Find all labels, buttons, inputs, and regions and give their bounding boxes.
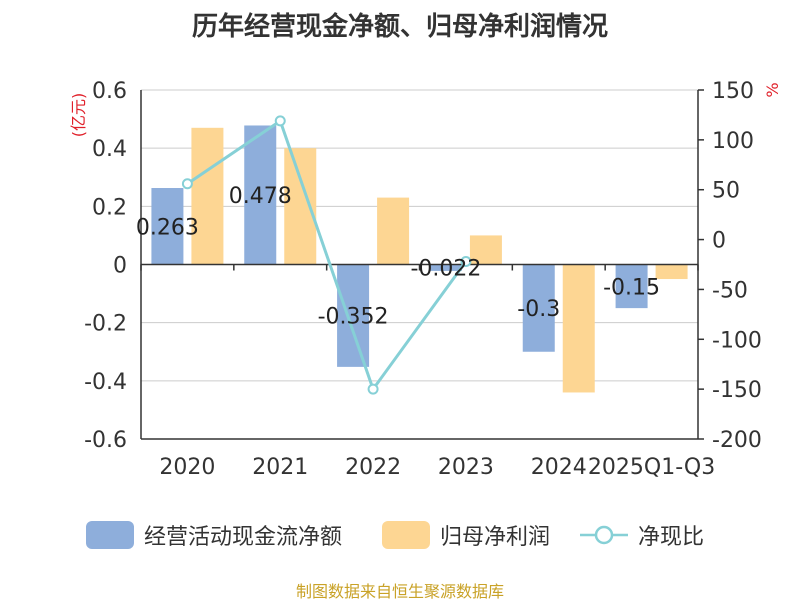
legend-label-cashflow: 经营活动现金流净额 [144,525,343,550]
profit-bar [377,197,410,265]
cashflow-data-label: -0.15 [603,275,660,300]
category-label: 2020 [159,455,215,480]
right-tick-label: 50 [712,179,740,204]
right-tick-label: -100 [712,328,762,353]
cashflow-bar [522,264,555,352]
cashflow-data-label: -0.3 [517,297,560,322]
cashflow-bar [337,264,370,367]
right-tick-label: -50 [712,278,748,303]
ratio-point [367,383,379,395]
left-axis-unit: (亿元) [69,93,88,138]
legend-label-profit: 归母净利润 [440,525,551,550]
left-tick-label: -0.6 [84,428,127,453]
legend-item-ratio[interactable]: 净现比 [580,518,704,552]
right-tick-label: 150 [712,79,754,104]
profit-bar [191,127,224,265]
category-label: 2024 [531,455,587,480]
ratio-point [460,256,472,268]
right-tick-label: 100 [712,129,754,154]
category-label: 2023 [438,455,494,480]
legend-item-cashflow[interactable]: 经营活动现金流净额 [86,518,342,552]
chart-title: 历年经营现金净额、归母净利润情况 [191,12,608,42]
axes: 0.6 0.4 0.2 0 -0.2 -0.4 -0.6 150 100 50 0 -50 -100 -1… [69,79,782,480]
profit-bar [562,264,595,393]
cashflow-data-label: -0.022 [410,257,481,282]
right-axis-unit: % [763,82,782,97]
left-tick-label: 0.2 [92,195,127,220]
cashflow-bar [151,188,184,265]
ratio-point [274,115,286,127]
cashflow-data-label: 0.478 [229,184,292,209]
category-label: 2022 [345,455,401,480]
cashflow-data-label: -0.352 [318,305,389,330]
ratio-line-path [186,118,468,393]
left-tick-label: 0.6 [92,79,127,104]
data-labels: 0.263 0.478 -0.352 -0.022 -0.3 -0.15 [136,184,660,330]
cashflow-data-label: 0.263 [136,215,199,240]
cashflow-bar [244,125,277,265]
left-tick-label: 0 [113,254,127,279]
left-tick-label: 0.4 [92,137,127,162]
legend-item-profit[interactable]: 归母净利润 [382,518,550,552]
legend-swatch-profit [382,521,430,549]
right-tick-label: -200 [712,428,762,453]
legend-swatch-ratio [580,521,628,549]
left-tick-label: -0.2 [84,312,127,337]
category-label: 2021 [252,455,308,480]
ratio-line [181,115,472,395]
category-label: 2025Q1-Q3 [588,455,715,480]
legend-label-ratio: 净现比 [638,525,705,550]
right-tick-label: -150 [712,378,762,403]
cashflow-bar [615,264,648,309]
right-tick-label: 0 [712,229,726,254]
source-note: 制图数据来自恒生聚源数据库 [295,582,504,601]
cashflow-bar [429,264,462,271]
left-tick-label: -0.4 [84,370,127,395]
profit-bar [469,235,502,265]
legend-swatch-cashflow [86,521,134,549]
profit-bar [655,264,688,280]
gridlines [141,89,698,382]
ratio-point [181,178,193,190]
